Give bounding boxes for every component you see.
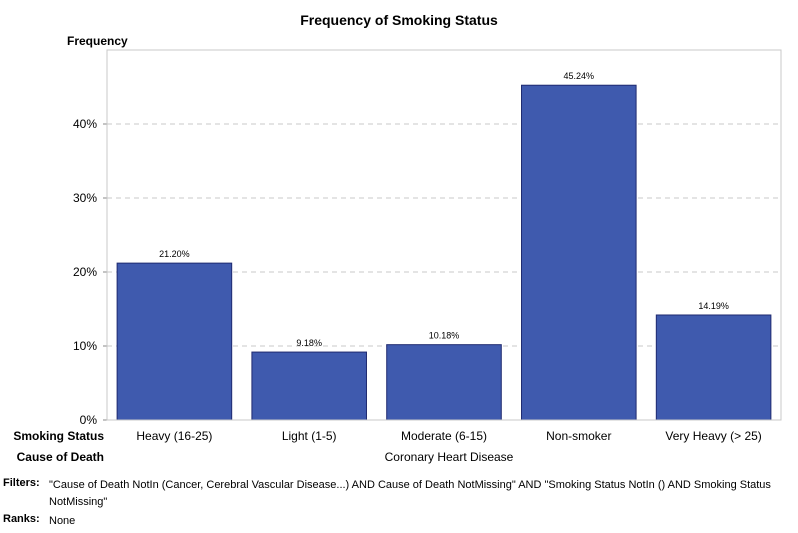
data-label: 21.20% [159,249,190,259]
bar [386,344,502,421]
group-axis-title: Cause of Death [17,450,104,464]
x-tick-label: Heavy (16-25) [136,429,212,443]
data-label: 14.19% [698,301,729,311]
ranks-text: None [49,515,76,527]
data-label: 10.18% [429,331,460,341]
bar [251,351,367,421]
y-tick-label: 40% [73,117,97,131]
filters-text: "Cause of Death NotIn (Cancer, Cerebral … [49,479,771,508]
group-axis-value: Coronary Heart Disease [385,450,514,464]
y-axis-title: Frequency [67,34,128,48]
ranks-label: Ranks: [3,513,40,525]
bar [655,314,772,421]
bar [116,262,233,421]
y-tick-label: 10% [73,339,97,353]
x-axis-ticks: Heavy (16-25) Light (1-5) Moderate (6-15) N… [136,429,761,443]
bars [116,84,772,421]
x-tick-label: Very Heavy (> 25) [665,429,761,443]
y-axis-ticks: 0% 10% 20% 30% 40% [73,117,107,427]
data-labels: 21.20% 9.18% 10.18% 45.24% 14.19% [159,71,729,348]
y-tick-label: 20% [73,265,97,279]
y-tick-label: 30% [73,191,97,205]
y-tick-label: 0% [80,413,98,427]
filters-label: Filters: [3,477,40,489]
category-axis-title: Smoking Status [13,429,104,443]
x-tick-label: Light (1-5) [282,429,337,443]
data-label: 45.24% [564,71,595,81]
chart-title: Frequency of Smoking Status [300,12,498,28]
plot-frame [106,49,782,421]
x-tick-label: Moderate (6-15) [401,429,487,443]
x-tick-label: Non-smoker [546,429,611,443]
data-label: 9.18% [296,338,322,348]
bar [521,84,637,421]
